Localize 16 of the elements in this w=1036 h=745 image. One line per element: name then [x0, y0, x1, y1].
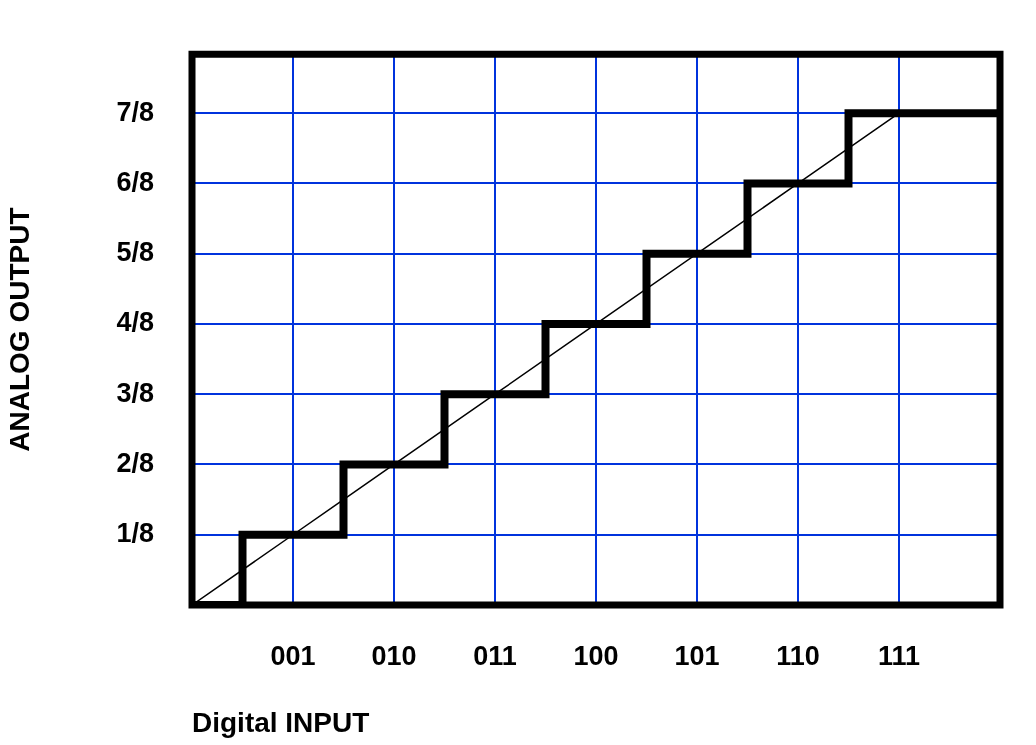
y-axis-title: ANALOG OUTPUT — [3, 207, 35, 452]
x-tick-label: 111 — [877, 640, 921, 671]
x-tick-label: 110 — [776, 640, 820, 671]
x-tick-label: 001 — [270, 640, 316, 671]
y-tick-label: 1/8 — [116, 518, 154, 549]
x-tick-label: 011 — [473, 640, 517, 671]
y-tick-label: 5/8 — [116, 237, 154, 268]
x-tick-label: 100 — [573, 640, 619, 671]
y-tick-label: 4/8 — [116, 307, 154, 338]
y-tick-label: 7/8 — [116, 96, 154, 127]
y-tick-label: 3/8 — [116, 377, 154, 408]
x-tick-label: 101 — [674, 640, 720, 671]
x-axis-title: Digital INPUT — [192, 706, 370, 738]
x-tick-label: 010 — [371, 640, 417, 671]
y-tick-label: 2/8 — [116, 447, 154, 478]
y-tick-label: 6/8 — [116, 166, 154, 197]
